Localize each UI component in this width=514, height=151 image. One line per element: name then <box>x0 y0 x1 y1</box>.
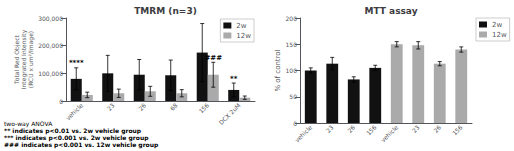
svg-text:DCX 2uM: DCX 2uM <box>217 102 241 126</box>
svg-text:156: 156 <box>197 101 210 114</box>
svg-text:0: 0 <box>59 98 63 105</box>
svg-text:23: 23 <box>410 123 420 133</box>
svg-text:% of control: % of control <box>274 49 282 91</box>
svg-text:50: 50 <box>289 93 297 100</box>
svg-text:****: **** <box>69 59 84 67</box>
svg-text:156: 156 <box>365 123 378 136</box>
svg-text:###: ### <box>204 54 222 62</box>
svg-text:vehicle: vehicle <box>379 123 399 143</box>
svg-text:vehicle: vehicle <box>293 123 313 143</box>
svg-text:vehicle: vehicle <box>64 101 84 121</box>
svg-text:26: 26 <box>137 101 147 111</box>
svg-text:12w: 12w <box>492 31 507 39</box>
svg-text:100,000: 100,000 <box>38 70 63 77</box>
svg-text:200: 200 <box>286 15 298 22</box>
svg-text:(RCU x um²/Image): (RCU x um²/Image) <box>27 31 35 88</box>
svg-text:100: 100 <box>286 67 298 74</box>
svg-text:### indicates p<0.001 vs. 12w: ### indicates p<0.001 vs. 12w vehicle gr… <box>4 141 159 149</box>
svg-text:26: 26 <box>346 123 356 133</box>
svg-text:68: 68 <box>168 101 178 111</box>
svg-text:*** indicates p<0.001 vs. 2w v: *** indicates p<0.001 vs. 2w vehicle gro… <box>4 133 149 141</box>
svg-text:12w: 12w <box>236 32 251 40</box>
svg-text:300,000: 300,000 <box>38 15 63 22</box>
svg-text:200,000: 200,000 <box>38 42 63 49</box>
svg-text:two-way ANOVA: two-way ANOVA <box>4 119 53 127</box>
svg-text:TMRM (n=3): TMRM (n=3) <box>134 6 197 16</box>
svg-text:23: 23 <box>105 101 115 111</box>
svg-text:**: ** <box>230 75 238 83</box>
svg-text:** indicates p<0.01 vs. 2w veh: ** indicates p<0.01 vs. 2w vehicle group <box>4 126 142 134</box>
svg-text:26: 26 <box>432 123 442 133</box>
svg-text:2w: 2w <box>492 21 502 29</box>
svg-text:156: 156 <box>451 123 464 136</box>
svg-text:2w: 2w <box>236 22 246 30</box>
svg-text:Integrated Intensity: Integrated Intensity <box>20 29 28 90</box>
svg-text:0: 0 <box>293 120 297 127</box>
svg-text:Total Red Object: Total Red Object <box>13 35 21 84</box>
svg-text:MTT assay: MTT assay <box>364 6 417 16</box>
svg-text:150: 150 <box>286 41 298 48</box>
svg-text:23: 23 <box>324 123 334 133</box>
